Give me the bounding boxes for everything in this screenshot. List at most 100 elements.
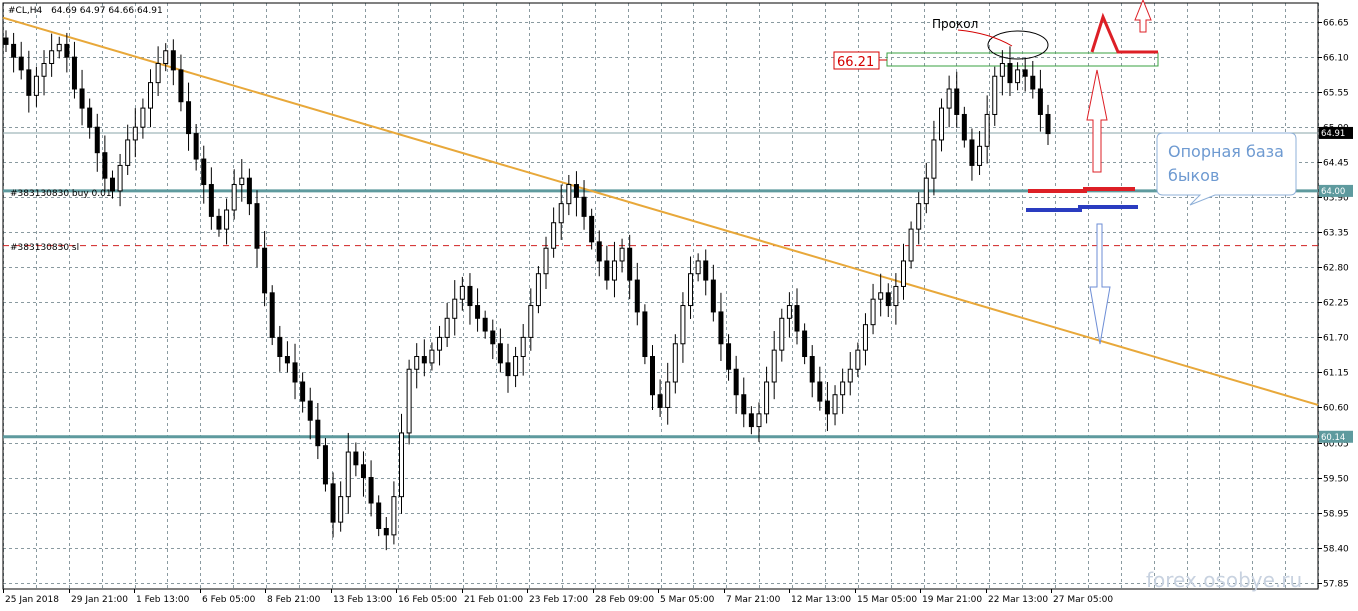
candle-body (1015, 69, 1021, 84)
candle-body (155, 63, 161, 84)
candle-body (300, 381, 306, 402)
candle-body (847, 368, 853, 383)
candle-body (421, 356, 427, 364)
x-tick-label: 19 Mar 21:00 (922, 595, 982, 605)
candle-body (71, 56, 77, 90)
candle-body (931, 139, 937, 179)
candle-body (992, 75, 998, 115)
x-tick-label: 6 Feb 05:00 (202, 595, 256, 605)
x-tick-label: 29 Jan 21:00 (71, 595, 128, 605)
candle-body (26, 69, 32, 96)
candle-body (764, 381, 770, 415)
candle-body (262, 247, 268, 294)
candle-body (596, 241, 602, 262)
candle-body (315, 419, 321, 447)
candle-body (794, 305, 800, 332)
candle-body (277, 336, 283, 358)
candle-body (376, 502, 382, 529)
candle-body (505, 362, 511, 377)
y-tick-label: 59.50 (1323, 475, 1349, 485)
y-tick-label: 64.45 (1323, 159, 1349, 169)
y-tick-label: 60.60 (1323, 404, 1349, 414)
current-price-badge: 64.91 (1321, 129, 1345, 139)
candle-body (1045, 113, 1051, 135)
x-tick-label: 13 Feb 13:00 (333, 595, 392, 605)
candle-body (391, 496, 397, 536)
candle-body (292, 362, 298, 383)
candle-body (969, 139, 975, 166)
candle-body (64, 43, 70, 58)
y-tick-label: 63.90 (1323, 194, 1349, 204)
candle-body (581, 196, 587, 217)
candle-body (360, 464, 366, 479)
candle-body (1007, 63, 1013, 84)
x-tick-label: 27 Mar 05:00 (1053, 595, 1113, 605)
candle-body (627, 247, 633, 281)
candle-body (908, 228, 914, 262)
candle-body (649, 356, 655, 396)
candle-body (840, 381, 846, 396)
candle-body (338, 496, 344, 523)
candle-body (186, 101, 192, 135)
candle-body (680, 305, 686, 345)
x-tick-label: 1 Feb 13:00 (136, 595, 190, 605)
x-tick-label: 12 Mar 13:00 (791, 595, 851, 605)
candle-body (41, 63, 47, 77)
y-tick-label: 61.70 (1323, 334, 1349, 344)
y-tick-label: 57.85 (1323, 580, 1349, 590)
bull-base-blue-line (1026, 205, 1138, 212)
up-arrow-large (1086, 69, 1108, 173)
candles (3, 30, 1051, 551)
candle-body (726, 343, 732, 370)
candle-body (459, 285, 465, 300)
sl-label: #383130830 sl (10, 243, 79, 253)
candle-body (406, 368, 412, 434)
candle-body (208, 184, 214, 217)
candle-body (657, 394, 663, 408)
candle-body (665, 381, 671, 408)
x-tick-label: 21 Feb 01:00 (464, 595, 523, 605)
candle-body (939, 107, 945, 141)
x-tick-label: 25 Jan 2018 (5, 595, 59, 605)
candle-body (307, 400, 313, 421)
candle-body (520, 336, 526, 358)
candle-body (345, 451, 351, 498)
candle-body (18, 56, 24, 71)
candle-body (239, 177, 245, 186)
candle-body (634, 279, 640, 313)
candle-body (900, 260, 906, 287)
candle-body (672, 343, 678, 383)
y-tick-label: 58.95 (1323, 510, 1349, 520)
candle-body (193, 133, 199, 160)
x-tick-label: 7 Mar 21:00 (726, 595, 781, 605)
candle-body (170, 50, 176, 71)
y-tick-label: 58.40 (1323, 545, 1349, 555)
bubble-line-1: Опорная база (1168, 142, 1284, 161)
candle-body (756, 413, 762, 428)
pierce-ellipse (987, 30, 1049, 60)
candle-body (566, 184, 572, 205)
candle-body (741, 394, 747, 415)
candle-body (710, 279, 716, 313)
level-box-value: 66.21 (837, 55, 874, 70)
candle-body (999, 63, 1005, 77)
pierce-label: Прокол (932, 17, 978, 31)
candle-body (11, 43, 17, 58)
trendline (2, 16, 1319, 406)
support-high-badge: 64.00 (1321, 187, 1345, 197)
candle-body (604, 260, 610, 281)
candle-body (688, 273, 694, 307)
candle-body (56, 43, 62, 52)
candle-body (817, 381, 823, 402)
candle-body (611, 260, 617, 281)
support-low-badge: 60.14 (1321, 433, 1345, 443)
candle-body (779, 317, 785, 351)
candle-body (824, 400, 830, 415)
candle-body (786, 305, 792, 319)
y-tick-label: 62.25 (1323, 299, 1349, 309)
candle-body (771, 349, 777, 383)
candle-body (132, 126, 138, 141)
candle-body (1022, 69, 1028, 77)
candle-body (452, 298, 458, 319)
